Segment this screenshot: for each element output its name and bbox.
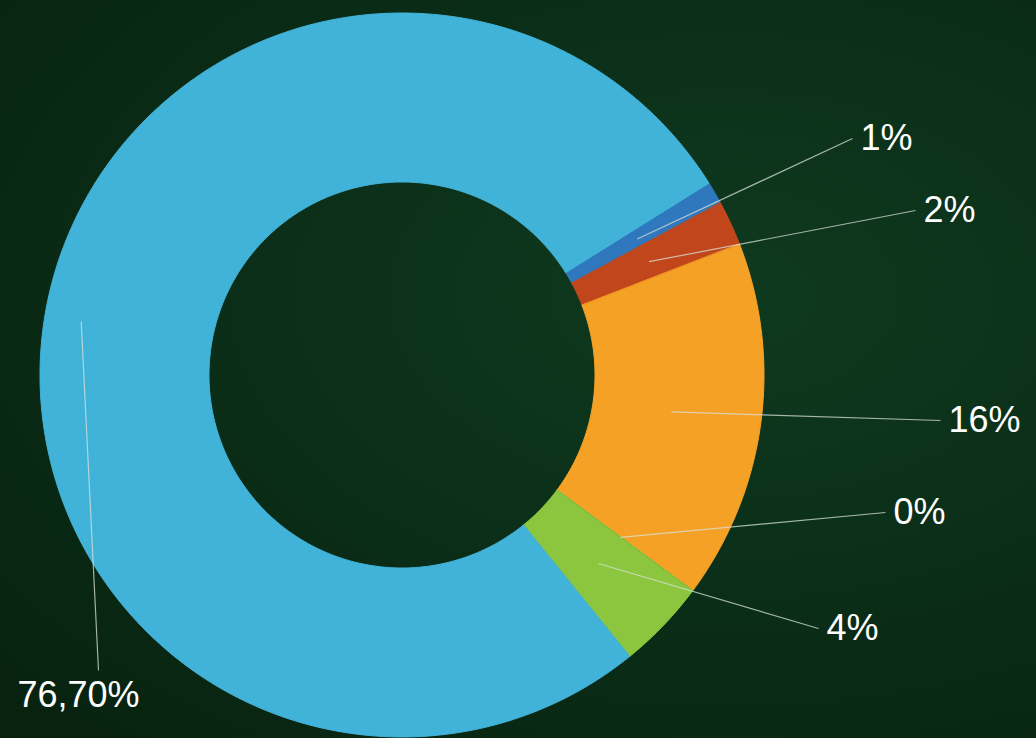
svg-text:1%: 1%: [861, 117, 913, 158]
svg-text:4%: 4%: [827, 607, 879, 648]
svg-text:2%: 2%: [924, 189, 976, 230]
svg-text:0%: 0%: [894, 491, 946, 532]
svg-text:76,70%: 76,70%: [17, 674, 139, 715]
svg-text:16%: 16%: [949, 399, 1021, 440]
